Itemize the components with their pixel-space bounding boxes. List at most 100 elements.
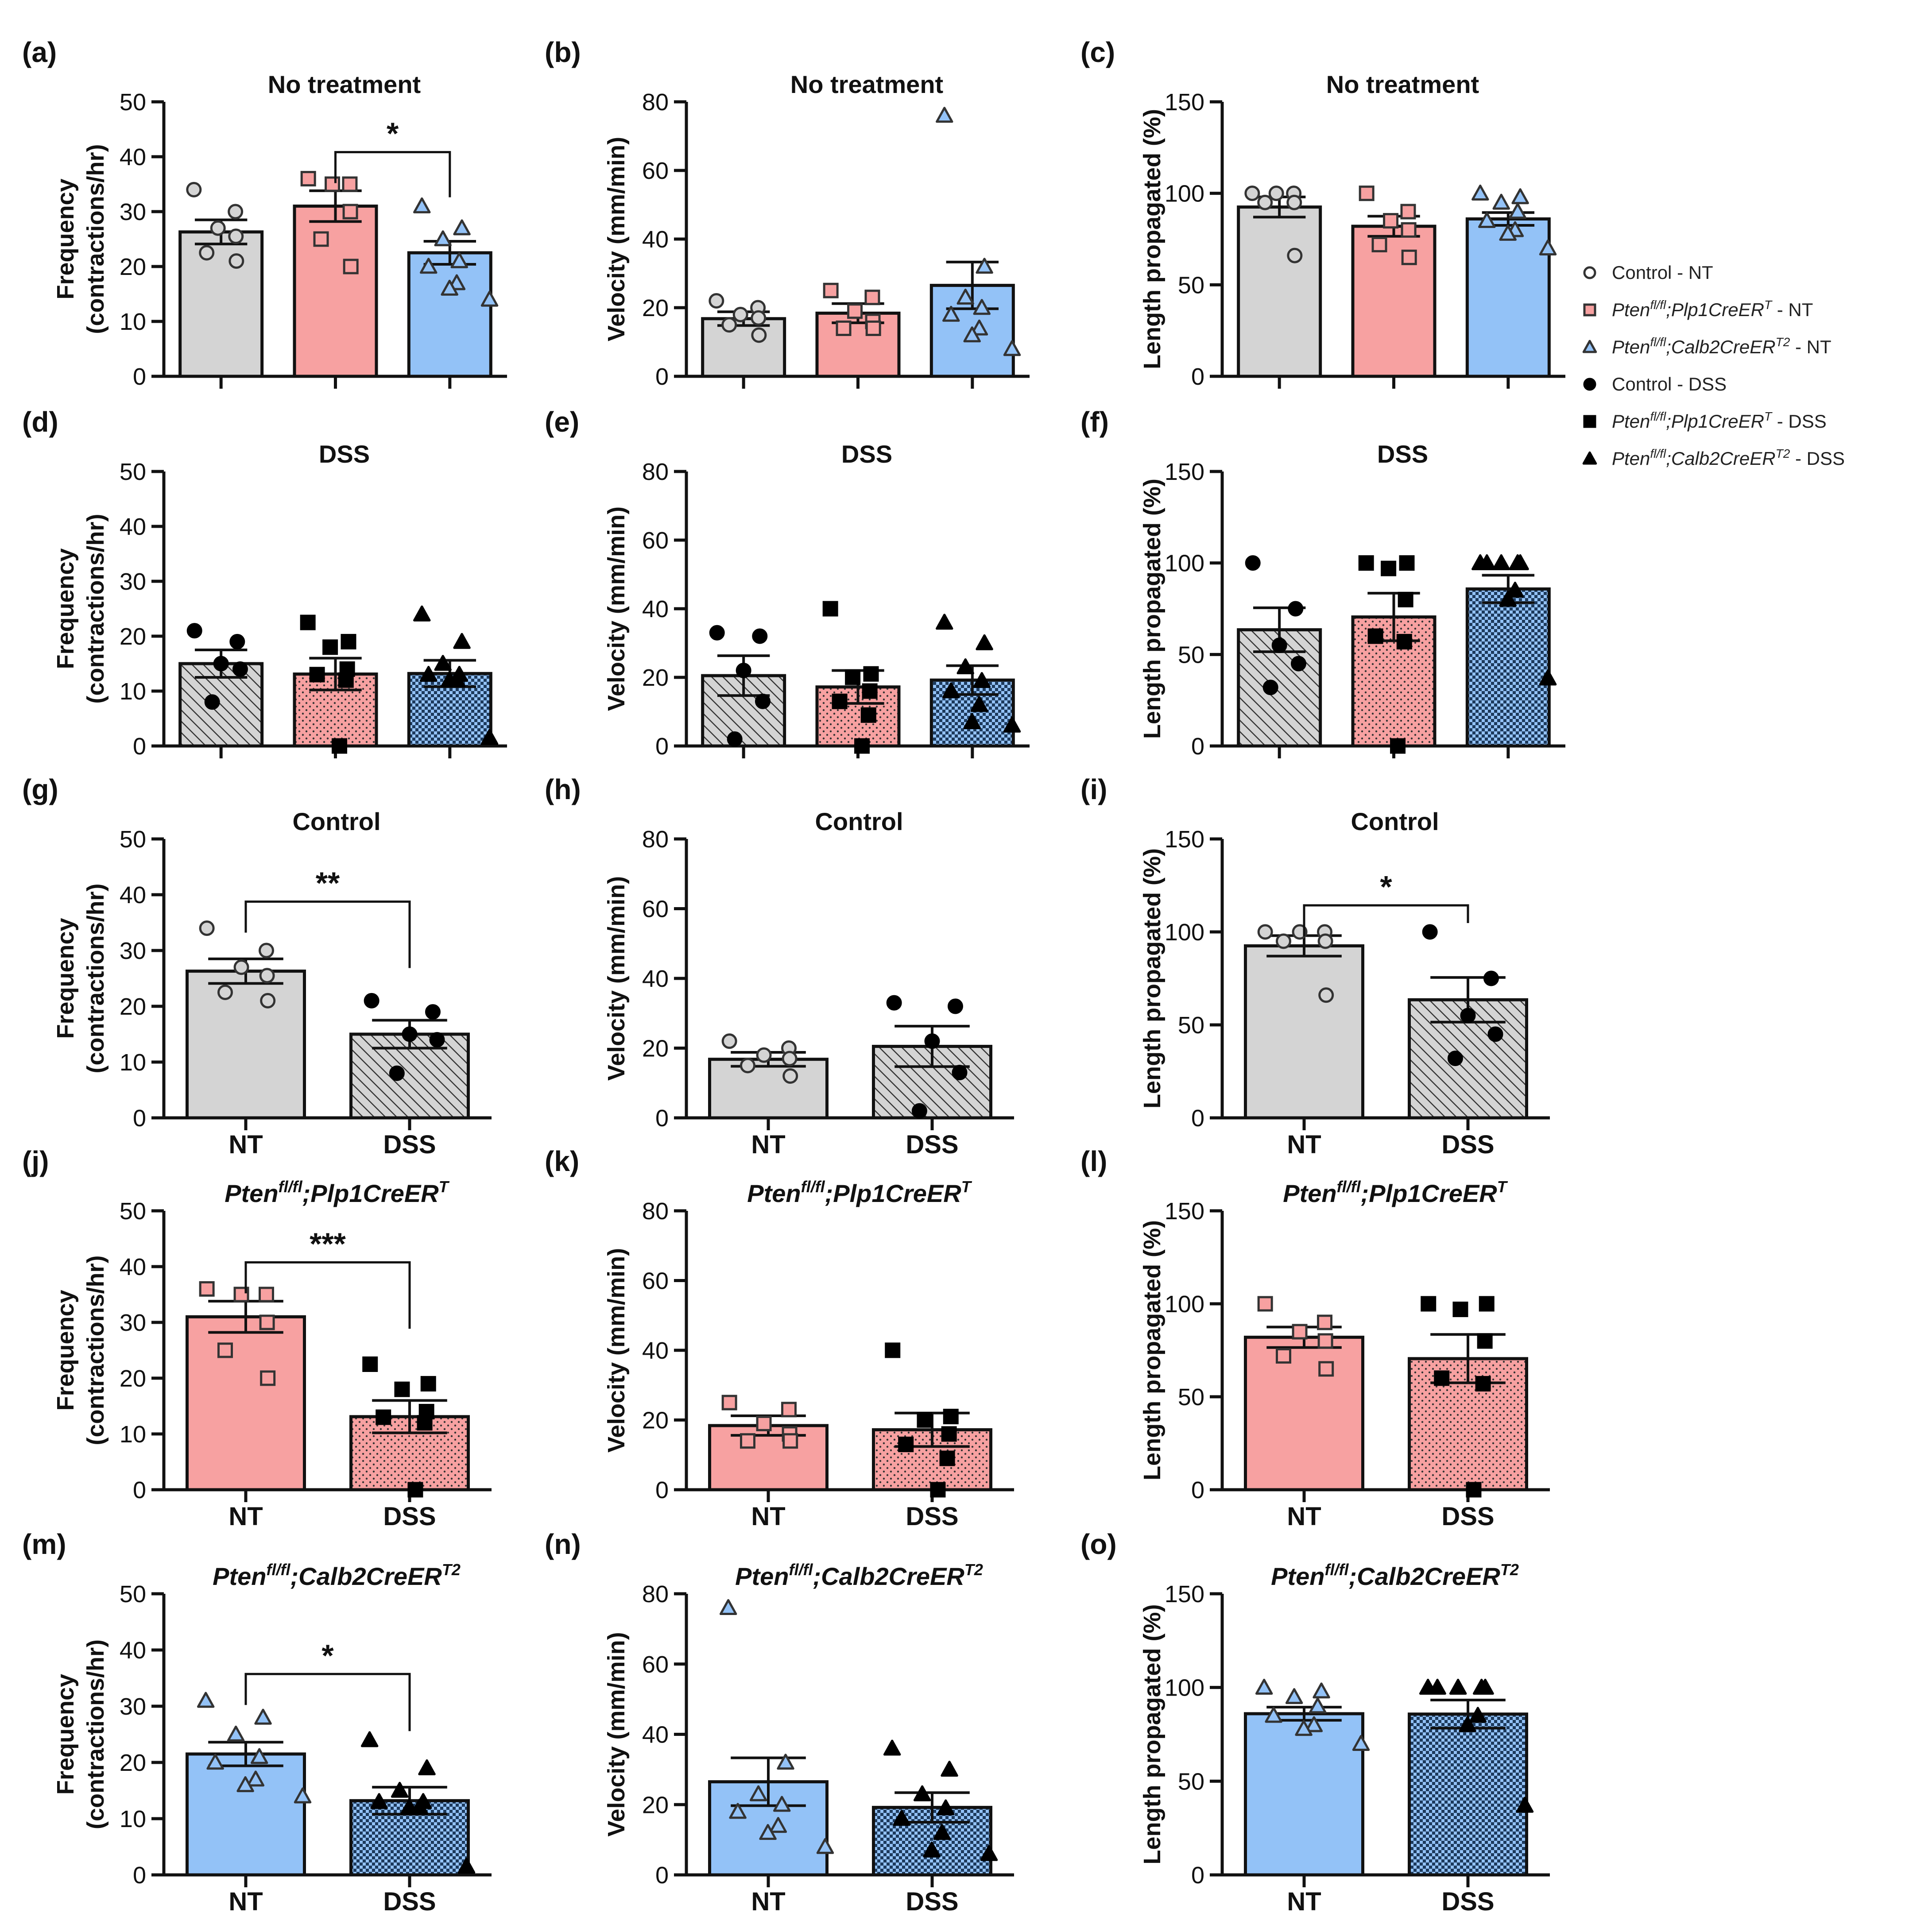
y-tick-label: 150 bbox=[1165, 826, 1204, 853]
y-tick-label: 40 bbox=[120, 1637, 146, 1664]
y-tick-label: 50 bbox=[120, 89, 146, 116]
bar-ctrl-NT bbox=[1244, 944, 1364, 1120]
x-tick-label: NT bbox=[1287, 1502, 1321, 1531]
panel-label: (h) bbox=[545, 773, 581, 805]
data-point bbox=[1422, 924, 1438, 940]
y-tick-label: 80 bbox=[642, 826, 669, 853]
x-tick-label: DSS bbox=[1441, 1502, 1494, 1531]
chart-title: Control bbox=[292, 808, 380, 835]
data-point bbox=[782, 1051, 798, 1066]
legend-entry: Ptenfl/fl;Plp1CreERT - DSS bbox=[1612, 410, 1827, 432]
y-tick-label: 20 bbox=[120, 623, 146, 650]
data-point bbox=[1475, 1376, 1491, 1392]
data-point bbox=[773, 1796, 791, 1812]
bar-calb-NT bbox=[186, 1752, 306, 1877]
data-point bbox=[300, 171, 316, 187]
data-point bbox=[197, 1692, 215, 1708]
data-point bbox=[228, 204, 244, 220]
y-axis-label: Length propagated (%) bbox=[1139, 1604, 1166, 1865]
data-point bbox=[1371, 236, 1387, 252]
data-point bbox=[362, 1356, 378, 1372]
data-point bbox=[370, 1793, 388, 1809]
panel-label: (m) bbox=[22, 1528, 66, 1560]
y-tick-label: 80 bbox=[642, 459, 669, 485]
data-point bbox=[1275, 1348, 1291, 1364]
data-point bbox=[413, 197, 431, 213]
data-point bbox=[1292, 1324, 1308, 1340]
data-point bbox=[751, 310, 767, 326]
y-tick-label: 40 bbox=[642, 226, 669, 253]
significance-label: * bbox=[1380, 869, 1392, 904]
data-point bbox=[1244, 185, 1260, 201]
data-point bbox=[1003, 340, 1021, 356]
data-point bbox=[260, 993, 276, 1009]
significance-label: * bbox=[387, 116, 399, 151]
y-tick-label: 50 bbox=[1178, 1012, 1204, 1039]
data-point bbox=[259, 968, 275, 984]
significance-bracket bbox=[244, 900, 411, 968]
data-point bbox=[453, 633, 471, 649]
data-point bbox=[1483, 970, 1499, 986]
data-point bbox=[1460, 1008, 1476, 1024]
data-point bbox=[736, 663, 751, 678]
y-tick-label: 100 bbox=[1165, 550, 1204, 577]
y-tick-label: 50 bbox=[120, 459, 146, 485]
panel-label: (o) bbox=[1080, 1528, 1117, 1560]
data-point bbox=[937, 1799, 955, 1816]
data-point bbox=[1511, 188, 1529, 205]
data-point bbox=[217, 1342, 233, 1358]
data-point bbox=[970, 696, 988, 712]
legend-marker bbox=[1583, 303, 1596, 317]
y-axis-label: Frequency bbox=[52, 178, 79, 299]
y-tick-label: 50 bbox=[1178, 1768, 1204, 1795]
panel-label: (l) bbox=[1080, 1145, 1107, 1177]
data-point bbox=[186, 623, 202, 639]
data-point bbox=[832, 693, 848, 709]
data-point bbox=[313, 231, 329, 247]
data-point bbox=[956, 658, 974, 675]
y-axis-label: Velocity (mm/min) bbox=[603, 1632, 630, 1836]
bar-calb-DSS bbox=[1408, 1712, 1528, 1877]
y-axis-label: Frequency bbox=[52, 548, 79, 669]
y-tick-label: 40 bbox=[120, 1254, 146, 1280]
data-point bbox=[924, 1033, 940, 1049]
chart-k: (k) Ptenfl/fl;Plp1CreERT 0 20 40 60 80 Velocity… bbox=[545, 1145, 1014, 1531]
data-point bbox=[893, 1810, 910, 1826]
y-tick-label: 10 bbox=[120, 1049, 146, 1076]
data-point bbox=[1509, 554, 1527, 570]
y-tick-label: 40 bbox=[642, 1722, 669, 1748]
y-tick-label: 20 bbox=[120, 993, 146, 1020]
y-tick-label: 50 bbox=[120, 826, 146, 853]
data-point bbox=[1499, 591, 1517, 607]
data-point bbox=[933, 1824, 951, 1840]
y-tick-label: 0 bbox=[133, 1105, 146, 1132]
y-tick-label: 80 bbox=[642, 89, 669, 116]
data-point bbox=[973, 299, 991, 315]
y-tick-label: 0 bbox=[1191, 1862, 1204, 1889]
data-point bbox=[341, 634, 356, 649]
data-point bbox=[943, 1409, 959, 1425]
data-point bbox=[420, 1376, 436, 1392]
data-point bbox=[260, 1370, 276, 1386]
legend-marker bbox=[1582, 340, 1597, 353]
data-point bbox=[917, 1412, 933, 1428]
y-tick-label: 30 bbox=[120, 1693, 146, 1720]
data-point bbox=[1317, 1314, 1333, 1330]
y-axis-label: (contractions/hr) bbox=[82, 514, 109, 703]
y-tick-label: 10 bbox=[120, 1806, 146, 1832]
data-point bbox=[1471, 184, 1489, 201]
chart-d: (d) DSS 0 10 20 30 40 50 Frequency (contractions/… bbox=[22, 406, 507, 760]
legend-entry: Ptenfl/fl;Plp1CreERT - NT bbox=[1612, 298, 1813, 320]
data-point bbox=[898, 1437, 914, 1453]
data-point bbox=[186, 182, 202, 197]
data-point bbox=[732, 307, 748, 322]
y-tick-label: 50 bbox=[120, 1581, 146, 1607]
y-tick-label: 20 bbox=[642, 665, 669, 691]
y-axis-label: Velocity (mm/min) bbox=[603, 137, 630, 341]
panel-label: (c) bbox=[1080, 36, 1115, 68]
data-point bbox=[1318, 1361, 1334, 1377]
data-point bbox=[1271, 638, 1287, 653]
significance-label: ** bbox=[316, 866, 340, 900]
chart-m: (m) Ptenfl/fl;Calb2CreERT2 0 10 20 30 40 50 Freq… bbox=[22, 1528, 492, 1916]
